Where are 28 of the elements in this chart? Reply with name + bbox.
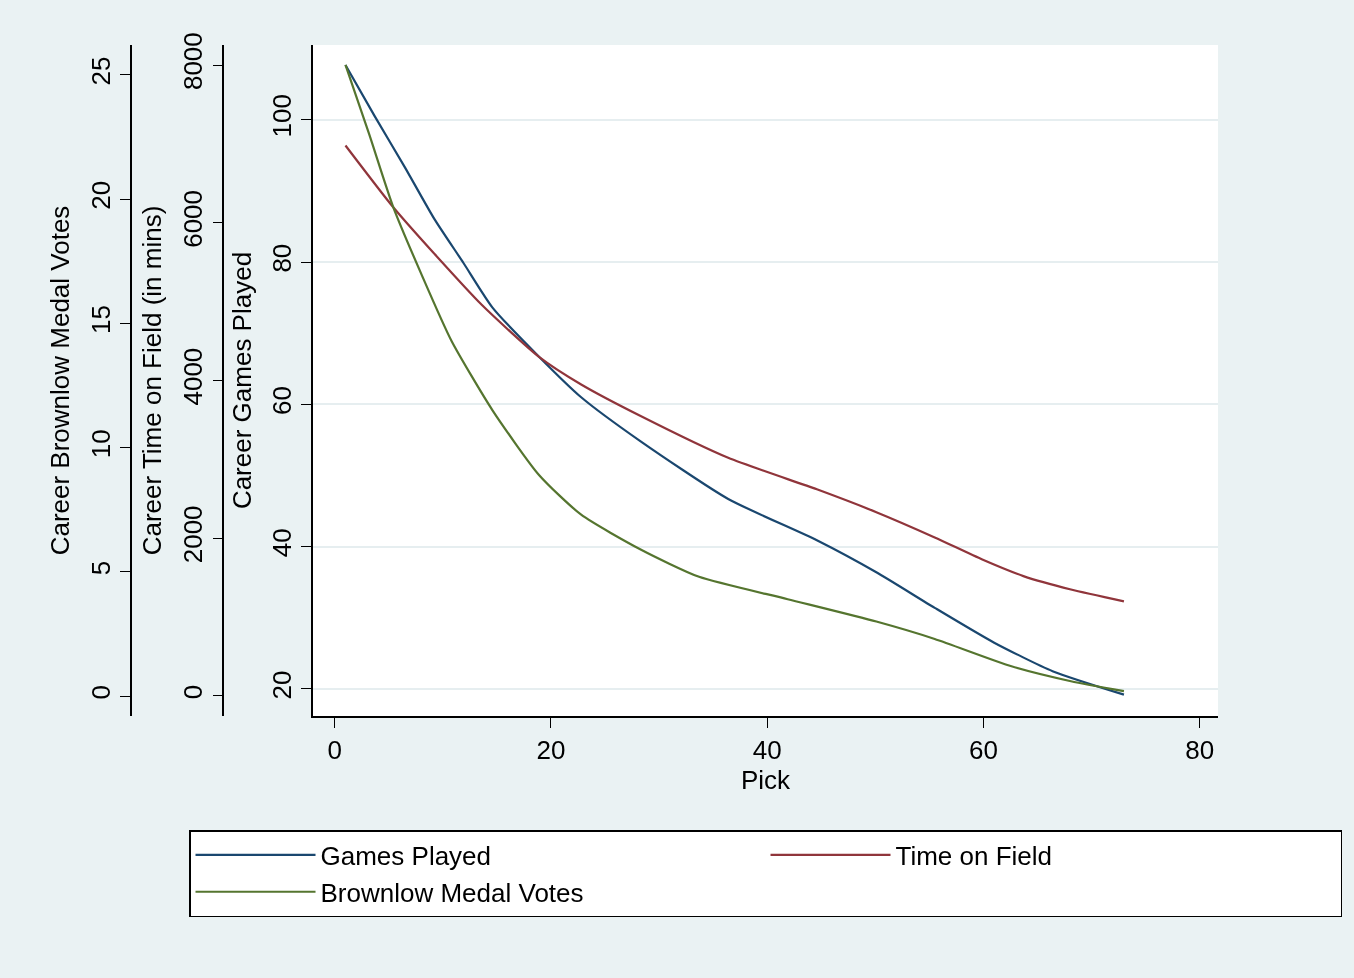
y3-tick-label: 10 [85,429,116,459]
x-axis-title: Pick [740,764,792,795]
y-tick-label: 60 [266,385,297,415]
y3-tick-label: 15 [85,304,116,334]
y-tick-label: 100 [266,94,297,138]
y3-tick-label: 0 [85,684,116,700]
y2-tick-label: 4000 [178,347,209,406]
y2-tick-label: 6000 [178,189,209,248]
y-axis-title: Career Games Played [226,251,257,510]
y3-tick-label: 25 [85,56,116,86]
y2-axis-title: Career Time on Field (in mins) [137,205,168,556]
y-tick-label: 80 [266,243,297,273]
y3-tick-label: 5 [85,560,116,576]
legend-label: Games Played [320,841,492,872]
legend-label: Time on Field [895,841,1053,872]
y3-axis-title: Career Brownlow Medal Votes [44,205,75,556]
x-tick-label: 60 [968,734,998,765]
legend-label: Brownlow Medal Votes [320,877,584,908]
y2-tick-label: 2000 [178,505,209,564]
y-tick-label: 40 [266,528,297,558]
x-tick-label: 20 [536,734,566,765]
y-tick-label: 20 [266,670,297,700]
x-tick-label: 40 [752,734,782,765]
y3-tick-label: 20 [85,180,116,210]
y2-tick-label: 0 [178,684,209,700]
x-tick-label: 80 [1185,734,1215,765]
y2-tick-label: 8000 [178,32,209,91]
x-tick-label: 0 [327,734,342,765]
